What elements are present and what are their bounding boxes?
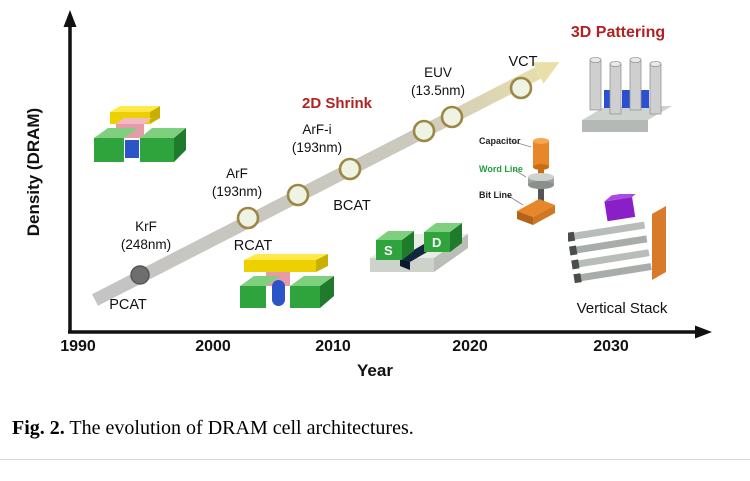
marker-bcat (338, 157, 362, 181)
capacitor-label: Capacitor (479, 136, 521, 146)
caption-tag: Fig. 2. (12, 417, 65, 439)
caption-text: The evolution of DRAM cell architectures… (64, 417, 414, 439)
annotation-2d-shrink: 2D Shrink (301, 95, 373, 112)
x-axis-label: Year (357, 361, 393, 380)
marker-pcat (130, 265, 150, 285)
marker-vct (509, 76, 533, 100)
x-tick-1990: 1990 (60, 338, 96, 355)
word-line-label: Word Line (479, 164, 523, 174)
drain-label: D (432, 235, 441, 250)
figure-caption: Fig. 2. The evolution of DRAM cell archi… (12, 417, 414, 440)
marker-rcat (236, 206, 260, 230)
y-axis (63, 10, 77, 332)
stacked-layers (568, 194, 652, 284)
node-label-euv: EUV (13.5nm) (410, 65, 466, 98)
vertical-stack-illustration (568, 194, 666, 284)
divider (0, 459, 750, 460)
pcat-cell-illustration (94, 106, 186, 162)
y-axis-label: Density (DRAM) (24, 107, 43, 237)
capacitor-shape (533, 138, 549, 175)
x-tick-2030: 2030 (593, 338, 629, 355)
node-label-rcat: RCAT (233, 238, 273, 254)
3d-patterning-illustration (582, 56, 672, 132)
annotation-3d-pattering: 3D Pattering (570, 24, 666, 41)
x-axis (68, 325, 712, 339)
timeline-plot (63, 10, 712, 339)
node-label-bcat: BCAT (333, 198, 371, 214)
saddle-fin-illustration: S D (370, 223, 468, 272)
x-tick-2020: 2020 (452, 338, 488, 355)
rcat-cell-illustration (240, 254, 334, 308)
marker-euv-2 (440, 105, 464, 129)
word-line-shape (528, 173, 554, 189)
cell-schematic-illustration: Capacitor Word Line Bit Line (479, 136, 555, 225)
bit-line-shape (517, 199, 555, 225)
node-label-arf: ArF (193nm) (211, 166, 263, 199)
vertical-stack-label: Vertical Stack (576, 300, 668, 317)
node-label-krf: KrF (248nm) (120, 219, 172, 252)
marker-euv-1 (412, 119, 436, 143)
marker-arfi (286, 183, 310, 207)
source-label: S (384, 243, 393, 258)
timeline-markers (130, 76, 533, 285)
x-tick-2000: 2000 (195, 338, 231, 355)
node-label-pcat: PCAT (109, 297, 147, 313)
x-tick-2010: 2010 (315, 338, 351, 355)
node-label-arfi: ArF-i (193nm) (291, 122, 343, 155)
backplate-shape (652, 206, 666, 280)
bit-line-label: Bit Line (479, 190, 512, 200)
contact-shape (538, 189, 544, 201)
pillar-array (589, 56, 662, 115)
node-label-vct: VCT (508, 54, 538, 70)
